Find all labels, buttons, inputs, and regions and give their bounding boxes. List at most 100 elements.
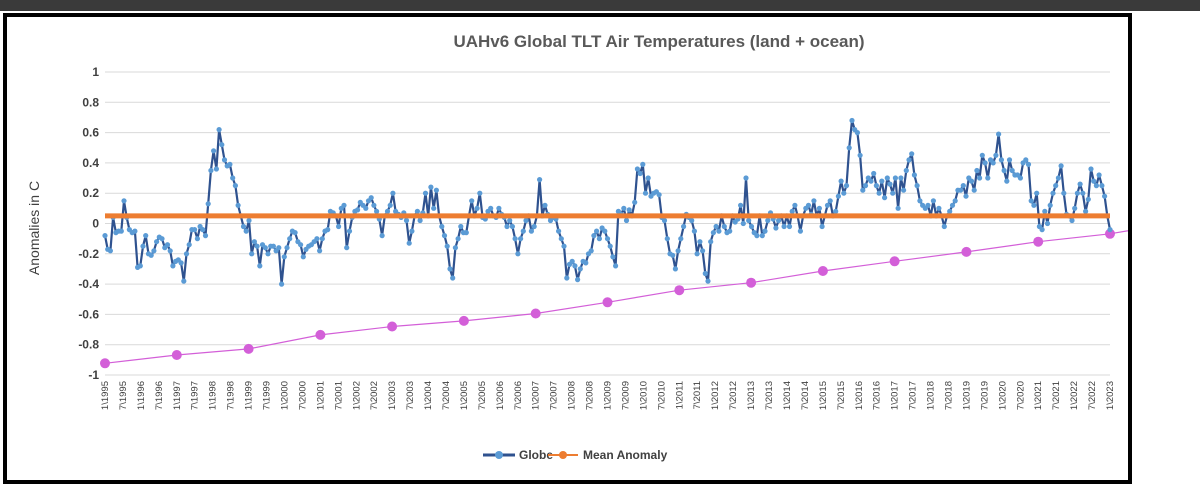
globe-point <box>371 202 377 208</box>
globe-point <box>833 208 839 214</box>
globe-point <box>143 233 149 239</box>
globe-point <box>670 252 676 258</box>
globe-point <box>1072 205 1078 211</box>
x-tick-label: 7\2014 <box>800 381 811 410</box>
globe-point <box>181 278 187 284</box>
globe-point <box>849 117 855 124</box>
globe-point <box>336 223 342 230</box>
co2-point <box>243 343 254 354</box>
co2-point <box>674 285 685 296</box>
x-tick-label: 7\1996 <box>154 381 165 410</box>
globe-point <box>518 236 524 242</box>
globe-point <box>645 175 651 181</box>
globe-point <box>805 202 812 208</box>
globe-point <box>906 157 912 163</box>
x-tick-label: 1\1997 <box>172 381 183 410</box>
globe-point <box>417 217 423 224</box>
globe-point <box>384 208 391 214</box>
x-tick-label: 1\2018 <box>926 381 937 410</box>
globe-point <box>914 183 920 189</box>
co2-point <box>315 329 326 340</box>
globe-point <box>762 228 768 234</box>
globe-point <box>433 187 439 193</box>
globe-point <box>838 178 844 184</box>
globe-point <box>205 201 211 207</box>
globe-point <box>979 152 985 158</box>
x-tick-label: 7\2009 <box>620 381 631 410</box>
globe-point <box>477 190 483 196</box>
globe-point <box>512 236 518 242</box>
globe-point <box>596 236 603 242</box>
globe-point <box>235 202 241 208</box>
globe-point <box>243 228 249 234</box>
y-tick-label: -0.4 <box>78 277 99 291</box>
globe-point <box>257 263 263 269</box>
globe-point <box>262 245 268 251</box>
x-tick-label: 7\2001 <box>333 381 344 410</box>
x-tick-label: 1\2005 <box>459 381 470 410</box>
co2-point <box>817 266 828 276</box>
globe-point <box>265 251 271 257</box>
globe-point <box>640 161 646 167</box>
globe-point <box>949 202 956 208</box>
x-tick-label: 7\2017 <box>908 381 919 410</box>
globe-point <box>561 243 567 249</box>
x-tick-label: 7\1995 <box>118 381 129 410</box>
globe-point <box>841 190 847 196</box>
globe-point <box>151 248 157 254</box>
globe-point <box>183 251 190 257</box>
globe-point <box>178 260 184 266</box>
globe-point <box>860 187 866 193</box>
globe-point <box>1001 167 1007 174</box>
globe-point <box>572 263 578 269</box>
x-tick-label: 7\2006 <box>513 381 524 410</box>
globe-point <box>797 228 804 234</box>
globe-point <box>781 223 787 230</box>
globe-point <box>200 227 206 233</box>
x-tick-label: 7\2007 <box>549 381 560 410</box>
globe-point <box>240 223 247 230</box>
globe-point <box>610 254 616 260</box>
globe-point <box>656 192 662 198</box>
globe-point <box>789 208 795 214</box>
globe-point <box>186 242 192 248</box>
globe-point <box>251 239 257 245</box>
globe-point <box>202 233 209 239</box>
globe-point <box>528 228 535 234</box>
globe-point <box>632 199 638 205</box>
globe-point <box>230 175 236 181</box>
globe-point <box>469 198 475 204</box>
co2-point <box>889 256 900 267</box>
x-tick-label: 1\2014 <box>782 381 793 410</box>
globe-point <box>1093 183 1099 189</box>
globe-point <box>594 228 600 234</box>
globe-point <box>824 202 831 208</box>
globe-point <box>1017 175 1024 181</box>
x-tick-label: 1\2022 <box>1069 381 1080 410</box>
legend-marker-globe <box>495 451 503 459</box>
globe-point <box>977 175 983 181</box>
x-tick-label: 1\2004 <box>423 381 434 410</box>
globe-point <box>390 190 396 196</box>
globe-point <box>507 217 513 224</box>
x-tick-label: 7\2010 <box>656 381 667 410</box>
globe-point <box>575 277 581 283</box>
globe-point <box>602 228 608 234</box>
globe-point <box>1028 198 1034 204</box>
globe-point <box>319 236 325 242</box>
globe-point <box>219 142 225 148</box>
x-tick-label: 7\2012 <box>728 381 739 410</box>
globe-point <box>458 223 464 230</box>
globe-point <box>276 245 282 251</box>
x-tick-label: 1\2010 <box>638 381 649 410</box>
globe-point <box>776 217 782 224</box>
globe-point <box>982 160 988 166</box>
globe-point <box>1061 190 1067 196</box>
globe-point <box>759 233 765 239</box>
globe-point <box>694 251 700 257</box>
globe-point <box>689 217 695 224</box>
globe-point <box>441 233 448 239</box>
globe-point <box>1004 178 1010 184</box>
globe-point <box>738 202 744 208</box>
x-tick-label: 1\1995 <box>100 381 111 410</box>
